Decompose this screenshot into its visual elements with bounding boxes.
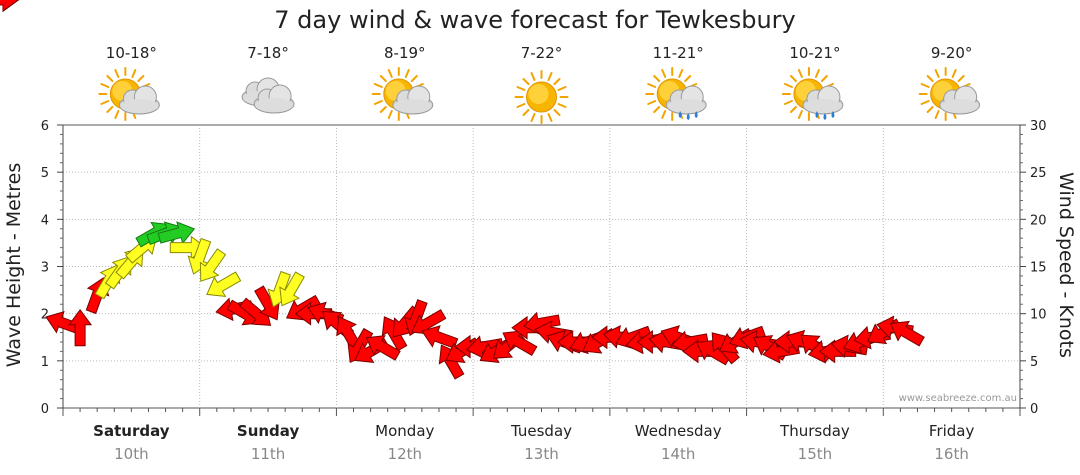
day-label-friday: Friday xyxy=(929,422,975,440)
left-tick-label: 4 xyxy=(41,213,49,228)
wind-arrow xyxy=(68,308,93,347)
temp-range-monday: 8-19° xyxy=(384,44,426,62)
chart-title: 7 day wind & wave forecast for Tewkesbur… xyxy=(274,6,795,34)
wind-arrow xyxy=(465,335,504,359)
partly-cloudy-icon xyxy=(98,67,160,121)
wind-arrow xyxy=(279,271,305,307)
wind-arrow-shape xyxy=(0,0,19,12)
wind-arrow-shape xyxy=(465,335,504,359)
wind-arrow xyxy=(889,320,925,347)
day-label-sunday: Sunday xyxy=(237,422,300,440)
left-tick-label: 1 xyxy=(41,355,49,370)
date-label-thursday: 15th xyxy=(798,445,832,463)
day-label-wednesday: Wednesday xyxy=(635,422,722,440)
temp-range-friday: 9-20° xyxy=(931,44,973,62)
wind-arrow xyxy=(438,344,465,380)
date-label-friday: 16th xyxy=(934,445,968,463)
wind-arrow-shape xyxy=(199,248,227,282)
date-label-wednesday: 14th xyxy=(661,445,695,463)
temp-range-tuesday: 7-22° xyxy=(521,44,563,62)
right-tick-label: 20 xyxy=(1030,213,1047,228)
wind-arrow xyxy=(187,237,212,275)
left-tick-label: 2 xyxy=(41,308,49,323)
temp-range-thursday: 10-21° xyxy=(789,44,840,62)
wind-arrow xyxy=(206,271,242,298)
wind-arrow xyxy=(0,0,19,12)
date-label-monday: 12th xyxy=(388,445,422,463)
temp-range-wednesday: 11-21° xyxy=(653,44,704,62)
wind-arrow-shape xyxy=(206,271,242,298)
wind-arrow-shape xyxy=(502,330,538,357)
sunny-icon xyxy=(514,70,569,124)
day-label-saturday: Saturday xyxy=(93,422,170,440)
left-axis-label: Wave Height - Metres xyxy=(3,163,25,367)
date-label-sunday: 11th xyxy=(251,445,285,463)
wind-arrow-shape xyxy=(889,320,925,347)
left-tick-label: 6 xyxy=(41,119,49,134)
right-tick-label: 30 xyxy=(1030,119,1047,134)
right-tick-label: 5 xyxy=(1030,355,1038,370)
wind-arrow xyxy=(421,325,459,349)
partly-cloudy-icon xyxy=(371,67,434,121)
right-tick-label: 10 xyxy=(1030,308,1047,323)
right-tick-label: 0 xyxy=(1030,402,1038,417)
left-tick-label: 0 xyxy=(41,402,49,417)
watermark: www.seabreeze.com.au xyxy=(899,393,1017,404)
wind-arrow xyxy=(199,248,227,282)
wind-arrow-shape xyxy=(421,325,459,349)
day-label-thursday: Thursday xyxy=(779,422,850,440)
wind-arrow xyxy=(157,221,196,245)
cloudy-icon xyxy=(241,77,295,114)
wind-arrow-shape xyxy=(68,308,93,347)
day-label-tuesday: Tuesday xyxy=(510,422,572,440)
date-label-tuesday: 13th xyxy=(524,445,558,463)
right-tick-label: 25 xyxy=(1030,166,1047,181)
temp-range-saturday: 10-18° xyxy=(106,44,157,62)
wind-arrow-shape xyxy=(187,237,212,275)
right-axis-label: Wind Speed - Knots xyxy=(1055,172,1077,358)
left-tick-label: 5 xyxy=(41,166,49,181)
partly-cloudy-showers-icon xyxy=(781,67,844,121)
wind-arrow xyxy=(502,330,538,357)
showers-icon xyxy=(645,67,707,121)
wind-arrow-shape xyxy=(438,344,465,380)
temp-range-sunday: 7-18° xyxy=(247,44,289,62)
wind-arrow-shape xyxy=(157,221,196,245)
date-label-saturday: 10th xyxy=(114,445,148,463)
partly-cloudy-icon xyxy=(918,67,981,121)
day-label-monday: Monday xyxy=(375,422,434,440)
left-tick-label: 3 xyxy=(41,261,49,276)
wind-arrow-shape xyxy=(279,271,305,307)
right-tick-label: 15 xyxy=(1030,261,1047,276)
